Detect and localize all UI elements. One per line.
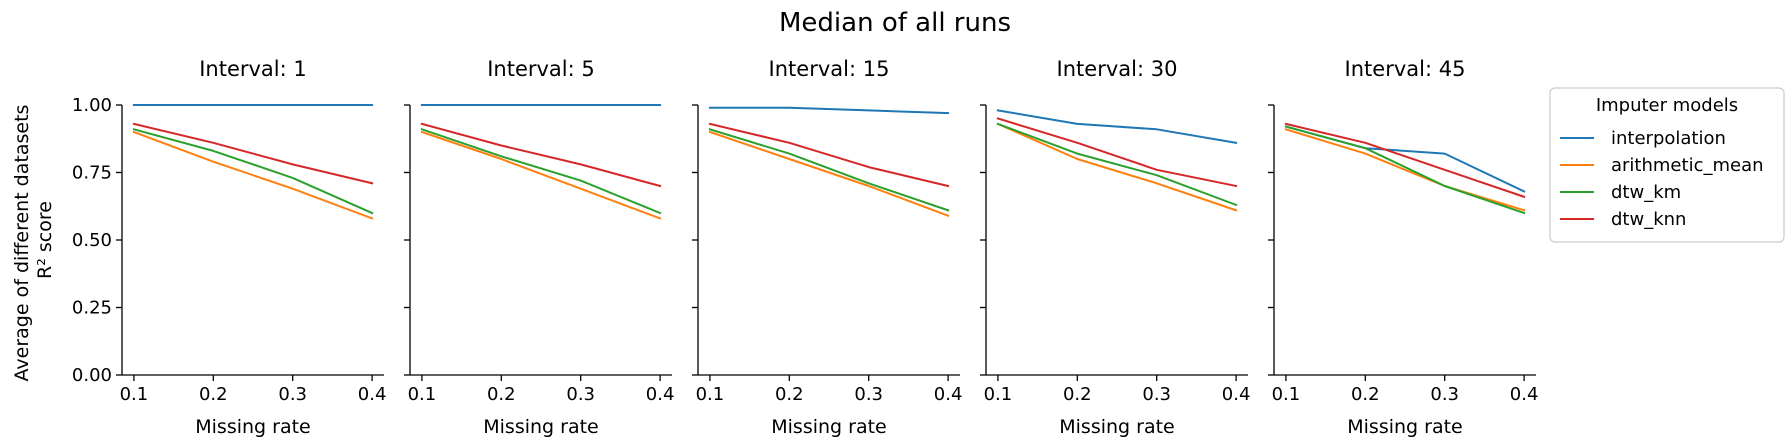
y-axis-label-line-2: R² score <box>34 201 56 279</box>
panel-5: Interval: 45 0.1 0.2 0.3 0.4 Missing rate <box>1268 57 1538 438</box>
x-axis-label: Missing rate <box>195 416 310 438</box>
x-tick-label: 0.3 <box>566 384 595 405</box>
panel-title: Interval: 15 <box>769 57 890 81</box>
x-axis-label: Missing rate <box>483 416 598 438</box>
x-tick-label: 0.3 <box>1142 384 1171 405</box>
legend-title: Imputer models <box>1596 95 1738 116</box>
series-line-interpolation <box>708 106 950 115</box>
legend-box <box>1549 87 1785 243</box>
series-line-arithmetic_mean <box>132 130 374 220</box>
legend-label-arithmetic_mean: arithmetic_mean <box>1611 155 1764 176</box>
y-tick-label: 0.75 <box>72 163 112 184</box>
x-tick-label: 0.4 <box>1222 384 1251 405</box>
y-axis-label-line-1: Average of different datasets <box>11 105 33 382</box>
panel-3: Interval: 15 0.1 0.2 0.3 0.4 Missing rate <box>692 57 962 438</box>
legend-label-dtw_km: dtw_km <box>1611 182 1681 203</box>
x-tick-label: 0.1 <box>984 384 1013 405</box>
x-tick-label: 0.2 <box>1351 384 1380 405</box>
legend: Imputer models interpolation arithmetic_me… <box>1549 87 1785 243</box>
x-tick-label: 0.2 <box>199 384 228 405</box>
y-tick-label: 0.00 <box>72 365 112 386</box>
x-tick-label: 0.4 <box>1510 384 1539 405</box>
series-line-arithmetic_mean <box>420 130 662 220</box>
x-tick-label: 0.2 <box>775 384 804 405</box>
series-line-dtw_km <box>420 128 662 215</box>
y-tick-label: 1.00 <box>72 95 112 116</box>
x-tick-label: 0.4 <box>934 384 963 405</box>
series-line-dtw_km <box>132 128 374 215</box>
series-line-dtw_knn <box>132 122 374 185</box>
x-tick-label: 0.1 <box>408 384 437 405</box>
x-tick-label: 0.1 <box>120 384 149 405</box>
x-axis-label: Missing rate <box>1059 416 1174 438</box>
x-tick-label: 0.1 <box>696 384 725 405</box>
x-tick-label: 0.3 <box>1430 384 1459 405</box>
x-tick-label: 0.2 <box>487 384 516 405</box>
y-axis-label: Average of different datasets R² score <box>11 99 56 382</box>
x-tick-label: 0.3 <box>854 384 883 405</box>
x-tick-label: 0.2 <box>1063 384 1092 405</box>
series-line-dtw_knn <box>708 122 950 188</box>
series-line-dtw_km <box>1284 125 1526 215</box>
panel-title: Interval: 1 <box>199 57 307 81</box>
x-tick-label: 0.3 <box>278 384 307 405</box>
series-line-dtw_knn <box>996 117 1238 188</box>
series-line-arithmetic_mean <box>1284 128 1526 212</box>
panel-1: Interval: 1 0.00 0.25 0.50 0.75 1.00 0.1 0.2 0.3… <box>72 57 386 438</box>
series-line-arithmetic_mean <box>996 122 1238 212</box>
panel-4: Interval: 30 0.1 0.2 0.3 0.4 Missing rate <box>980 57 1250 438</box>
x-axis-label: Missing rate <box>1347 416 1462 438</box>
series-line-arithmetic_mean <box>708 130 950 217</box>
x-axis-label: Missing rate <box>771 416 886 438</box>
series-line-dtw_knn <box>420 122 662 188</box>
legend-label-dtw_knn: dtw_knn <box>1611 209 1686 230</box>
series-line-interpolation <box>996 109 1238 144</box>
panels: Interval: 1 0.00 0.25 0.50 0.75 1.00 0.1 0.2 0.3… <box>72 57 1538 438</box>
series-line-dtw_km <box>708 128 950 212</box>
panel-2: Interval: 5 0.1 0.2 0.3 0.4 Missing rate <box>404 57 674 438</box>
legend-label-interpolation: interpolation <box>1611 128 1726 149</box>
series-line-dtw_km <box>996 122 1238 207</box>
series-line-dtw_knn <box>1284 122 1526 199</box>
y-tick-label: 0.25 <box>72 298 112 319</box>
x-tick-label: 0.4 <box>358 384 387 405</box>
figure-title: Median of all runs <box>779 8 1011 38</box>
panel-title: Interval: 30 <box>1057 57 1178 81</box>
panel-title: Interval: 5 <box>487 57 595 81</box>
panel-title: Interval: 45 <box>1345 57 1466 81</box>
y-tick-label: 0.50 <box>72 230 112 251</box>
x-tick-label: 0.4 <box>646 384 675 405</box>
x-tick-label: 0.1 <box>1272 384 1301 405</box>
